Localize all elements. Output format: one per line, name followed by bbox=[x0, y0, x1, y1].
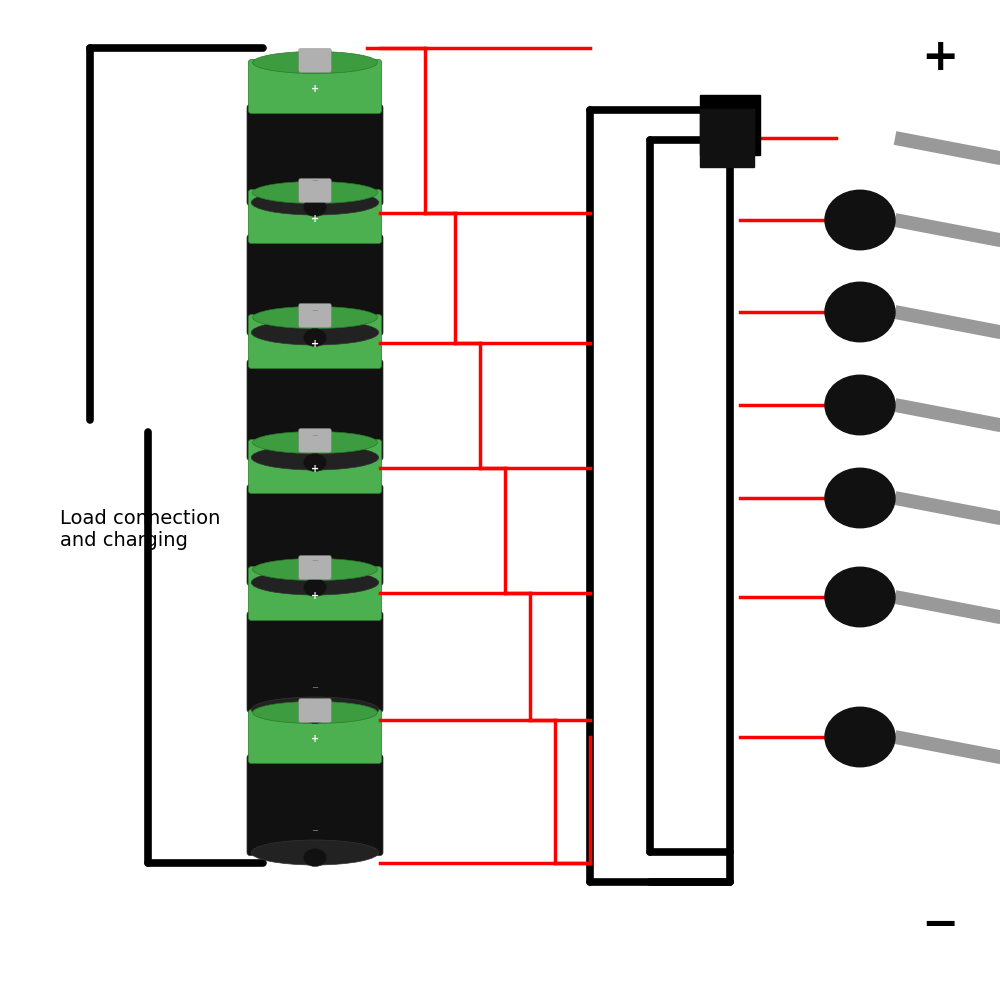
Ellipse shape bbox=[303, 198, 327, 217]
Text: −: − bbox=[312, 176, 318, 185]
Text: +: + bbox=[311, 591, 319, 601]
Ellipse shape bbox=[825, 190, 895, 250]
FancyBboxPatch shape bbox=[247, 484, 383, 585]
FancyBboxPatch shape bbox=[247, 611, 383, 712]
Text: −: − bbox=[312, 826, 318, 835]
FancyBboxPatch shape bbox=[299, 428, 331, 452]
Text: −: − bbox=[921, 904, 959, 946]
Ellipse shape bbox=[251, 320, 379, 345]
FancyBboxPatch shape bbox=[299, 48, 331, 73]
Text: −: − bbox=[312, 306, 318, 315]
Text: +: + bbox=[311, 464, 319, 474]
FancyBboxPatch shape bbox=[248, 190, 382, 243]
FancyBboxPatch shape bbox=[248, 710, 382, 764]
Text: +: + bbox=[311, 214, 319, 224]
Ellipse shape bbox=[253, 51, 377, 74]
FancyBboxPatch shape bbox=[299, 698, 331, 722]
FancyBboxPatch shape bbox=[248, 314, 382, 368]
Ellipse shape bbox=[825, 375, 895, 435]
Ellipse shape bbox=[825, 567, 895, 627]
Ellipse shape bbox=[251, 840, 379, 865]
FancyBboxPatch shape bbox=[247, 754, 383, 855]
Ellipse shape bbox=[303, 706, 327, 723]
Ellipse shape bbox=[251, 445, 379, 470]
Ellipse shape bbox=[303, 578, 327, 596]
Bar bbox=[700, 109, 754, 167]
Text: −: − bbox=[312, 556, 318, 565]
Text: +: + bbox=[921, 35, 959, 79]
Text: +: + bbox=[311, 84, 319, 94]
Ellipse shape bbox=[251, 190, 379, 215]
Ellipse shape bbox=[825, 468, 895, 528]
FancyBboxPatch shape bbox=[299, 556, 331, 580]
Bar bbox=[700, 95, 760, 155]
FancyBboxPatch shape bbox=[299, 304, 331, 328]
Ellipse shape bbox=[825, 707, 895, 767]
Text: Load connection
and charging: Load connection and charging bbox=[60, 510, 220, 550]
FancyBboxPatch shape bbox=[247, 234, 383, 336]
FancyBboxPatch shape bbox=[248, 60, 382, 113]
FancyBboxPatch shape bbox=[248, 566, 382, 620]
Ellipse shape bbox=[253, 558, 377, 580]
Text: −: − bbox=[312, 431, 318, 440]
Ellipse shape bbox=[253, 702, 377, 724]
Ellipse shape bbox=[303, 848, 327, 866]
Ellipse shape bbox=[825, 282, 895, 342]
FancyBboxPatch shape bbox=[247, 104, 383, 206]
Ellipse shape bbox=[303, 454, 327, 472]
FancyBboxPatch shape bbox=[248, 439, 382, 493]
Text: +: + bbox=[311, 339, 319, 349]
Ellipse shape bbox=[303, 328, 327, 347]
FancyBboxPatch shape bbox=[299, 178, 331, 202]
Ellipse shape bbox=[251, 697, 379, 722]
Ellipse shape bbox=[253, 431, 377, 453]
Text: +: + bbox=[311, 734, 319, 744]
Ellipse shape bbox=[251, 570, 379, 595]
FancyBboxPatch shape bbox=[247, 360, 383, 460]
Text: −: − bbox=[312, 683, 318, 692]
Ellipse shape bbox=[253, 306, 377, 328]
Ellipse shape bbox=[253, 182, 377, 204]
